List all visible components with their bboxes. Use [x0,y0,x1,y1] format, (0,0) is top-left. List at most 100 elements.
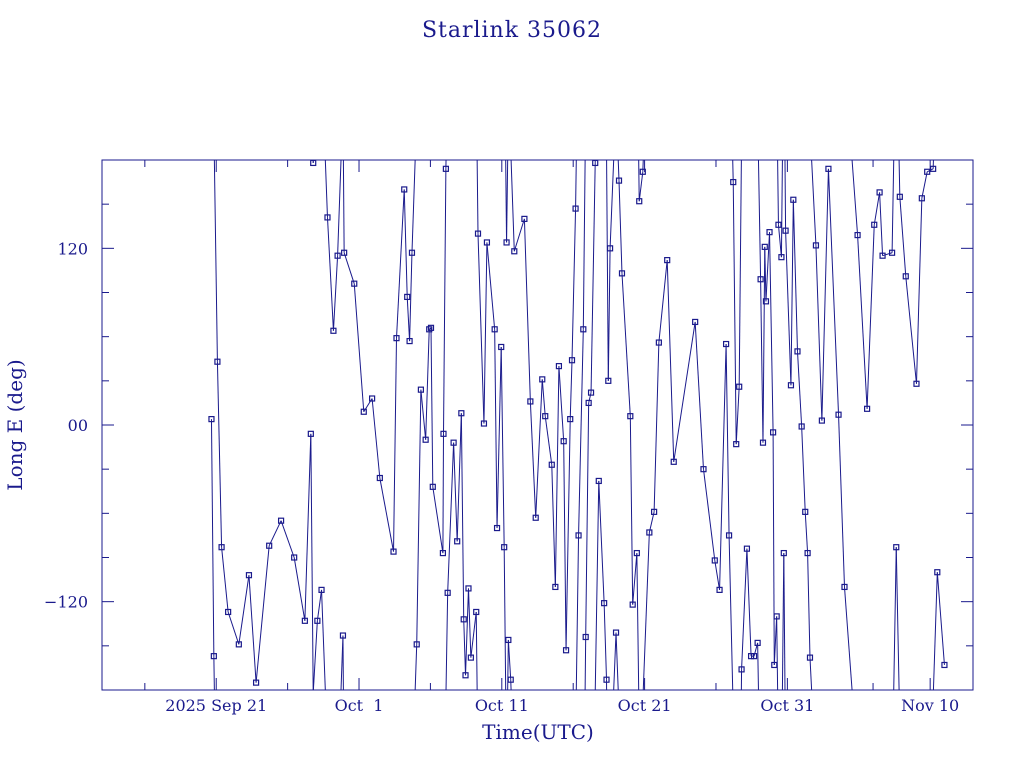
data-point [790,196,797,203]
series-segment [607,248,611,381]
series-segment [741,548,748,670]
data-point [498,343,505,351]
series-segment [460,413,465,620]
series-segment [638,171,644,202]
series-segment [621,273,631,417]
data-point [639,168,646,175]
series-segment [746,548,752,657]
data-point [493,524,501,532]
series-segment [475,611,478,690]
series-segment [554,366,560,587]
data-point [225,608,232,616]
series-segment [513,218,525,252]
series-segment [658,260,668,343]
series-segment [343,252,355,284]
data-point [542,413,549,420]
data-point [722,340,730,348]
data-point [552,583,559,591]
data-point [918,195,925,202]
data-point [575,532,582,539]
series-segment [936,572,945,666]
data-point [324,214,331,221]
data-point [450,439,457,446]
data-point [483,239,491,246]
series-segment [732,160,734,183]
data-point [651,508,658,515]
series-line [210,160,945,690]
data-point [618,270,626,277]
data-point [633,549,640,557]
series-segment [316,589,323,621]
data-point [210,653,217,660]
data-point [360,408,367,415]
data-point [871,221,878,228]
data-point [460,616,467,623]
data-point [480,420,488,427]
data-point [762,298,770,305]
data-point [782,227,789,234]
data-point [841,583,848,591]
series-segment [326,217,334,331]
series-segment [636,553,640,690]
series-segment [483,242,488,424]
series-segment [551,464,556,587]
data-point [592,160,599,167]
data-point [567,416,574,423]
series-segment [629,416,634,605]
series-segment [769,232,774,433]
series-segment [760,279,764,443]
series-segment [857,235,868,409]
data-point [595,477,602,485]
data-point [376,474,383,482]
data-point [422,436,429,443]
series-segment [563,441,567,651]
data-point [711,557,718,564]
series-segment [403,189,408,297]
series-segment [255,545,270,683]
data-point [310,160,317,167]
series-segment [268,520,282,546]
series-segment [575,160,577,209]
series-segment [666,260,675,462]
data-point [562,647,570,654]
data-point [501,544,508,551]
series-segment [765,232,771,302]
data-point [636,198,643,205]
series-segment [809,657,813,690]
data-point [404,293,411,301]
data-point [825,165,832,172]
series-segment [618,180,623,274]
data-point [401,186,408,193]
series-segment [470,611,477,658]
series-segment [213,160,218,362]
series-segment [790,199,794,386]
data-point [771,661,778,669]
series-segment [776,616,779,690]
series-segment [905,276,917,384]
data-point [750,653,758,660]
series-segment [541,379,546,417]
data-point [629,601,636,608]
series-segment [395,189,405,339]
data-point [511,248,518,255]
series-segment [804,511,809,554]
data-point [725,532,733,539]
series-segment [866,224,875,409]
series-segment [409,252,413,342]
data-point [854,231,861,239]
data-point [307,430,314,437]
data-point [406,337,413,345]
series-segment [393,338,397,552]
series-segment [594,480,600,690]
data-point [798,423,805,430]
series-segment [582,160,586,330]
x-tick-label: Nov 10 [901,696,959,715]
series-segment [585,402,590,638]
series-segment [725,344,730,536]
data-point [743,545,751,552]
data-point [863,405,871,412]
data-point [794,348,801,355]
series-segment [714,560,721,590]
data-point [351,280,358,287]
data-point [759,439,767,446]
